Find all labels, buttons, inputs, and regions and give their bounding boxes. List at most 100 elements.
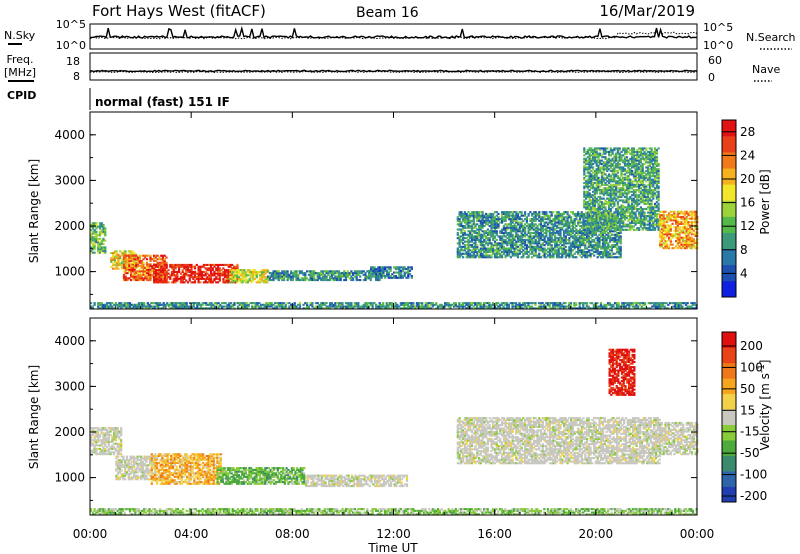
range-gate-cell: [622, 201, 625, 204]
range-gate-cell: [615, 216, 618, 219]
range-gate-cell: [646, 169, 650, 172]
range-gate-cell: [501, 214, 504, 217]
range-gate-cell: [236, 279, 239, 282]
range-gate-cell: [586, 227, 589, 230]
range-gate-cell: [465, 247, 468, 250]
range-gate-cell: [456, 231, 459, 234]
range-gate-cell: [162, 267, 165, 270]
range-gate-cell: [678, 236, 681, 239]
range-gate-cell: [652, 197, 655, 200]
range-gate-cell: [483, 247, 486, 250]
range-gate-cell: [566, 218, 569, 221]
range-gate-cell: [243, 270, 246, 273]
range-gate-cell: [515, 235, 518, 238]
range-gate-cell: [304, 273, 307, 276]
range-gate-cell: [499, 218, 502, 221]
range-gate-cell: [613, 157, 616, 160]
range-gate-cell: [673, 217, 676, 220]
range-gate-cell: [495, 238, 498, 241]
range-gate-cell: [595, 190, 598, 193]
range-gate-cell: [582, 252, 585, 255]
range-gate-cell: [646, 173, 650, 176]
range-gate-cell: [532, 223, 536, 226]
range-gate-cell: [638, 227, 641, 230]
range-gate-cell: [554, 242, 557, 245]
range-gate-cell: [611, 150, 614, 153]
range-gate-cell: [636, 168, 639, 171]
range-gate-cell: [401, 269, 404, 272]
range-gate-cell: [638, 159, 641, 162]
range-gate-cell: [593, 173, 596, 176]
range-gate-cell: [384, 268, 387, 271]
range-gate-cell: [232, 279, 235, 282]
range-gate-cell: [185, 279, 188, 282]
range-gate-cell: [555, 225, 559, 228]
range-gate-cell: [595, 221, 598, 224]
range-gate-cell: [509, 225, 512, 228]
range-gate-cell: [657, 204, 660, 207]
range-gate-cell: [511, 221, 514, 224]
range-gate-cell: [160, 281, 163, 284]
range-gate-cell: [609, 237, 612, 240]
range-gate-cell: [529, 247, 532, 250]
range-gate-cell: [629, 208, 632, 211]
range-gate-cell: [652, 178, 655, 181]
range-gate-cell: [112, 258, 115, 261]
range-gate-cell: [501, 247, 504, 250]
range-gate-cell: [660, 221, 663, 224]
range-gate-cell: [110, 252, 113, 255]
range-gate-cell: [511, 247, 514, 250]
range-gate-cell: [595, 175, 598, 178]
range-gate-cell: [158, 265, 161, 268]
range-gate-cell: [682, 229, 685, 232]
range-gate-cell: [588, 216, 591, 219]
range-gate-cell: [516, 256, 520, 259]
range-gate-cell: [479, 214, 482, 217]
range-gate-cell: [344, 272, 348, 275]
range-gate-cell: [641, 156, 644, 159]
range-gate-cell: [384, 275, 387, 278]
range-gate-cell: [122, 265, 126, 268]
range-gate-cell: [548, 242, 551, 245]
range-gate-cell: [620, 168, 623, 171]
range-gate-cell: [142, 270, 145, 273]
range-gate-cell: [636, 227, 639, 230]
range-gate-cell: [165, 263, 168, 266]
range-gate-cell: [515, 228, 518, 231]
range-gate-cell: [509, 233, 512, 236]
range-gate-cell: [209, 270, 213, 273]
range-gate-cell: [675, 228, 678, 231]
range-gate-cell: [671, 210, 674, 213]
range-gate-cell: [639, 182, 642, 185]
range-gate-cell: [570, 228, 573, 231]
range-gate-cell: [602, 215, 605, 218]
range-gate-cell: [115, 260, 118, 263]
range-gate-cell: [571, 231, 574, 234]
range-gate-cell: [153, 258, 156, 261]
range-gate-cell: [346, 272, 349, 275]
range-gate-cell: [615, 152, 618, 155]
range-gate-cell: [622, 194, 625, 197]
range-gate-cell: [605, 249, 608, 252]
range-gate-cell: [623, 211, 627, 214]
range-gate-cell: [552, 256, 555, 259]
range-gate-cell: [543, 254, 546, 257]
range-gate-cell: [368, 269, 371, 272]
range-gate-cell: [566, 231, 569, 234]
range-gate-cell: [648, 152, 651, 155]
range-gate-cell: [467, 254, 470, 257]
range-gate-cell: [539, 249, 543, 252]
range-gate-cell: [622, 204, 625, 207]
range-gate-cell: [261, 270, 264, 273]
range-gate-cell: [524, 231, 527, 234]
range-gate-cell: [622, 173, 625, 176]
range-gate-cell: [645, 216, 648, 219]
range-gate-cell: [479, 225, 482, 228]
range-gate-cell: [476, 251, 479, 254]
range-gate-cell: [590, 187, 593, 190]
range-gate-cell: [620, 192, 623, 195]
range-gate-cell: [648, 176, 651, 179]
range-gate-cell: [673, 219, 676, 222]
range-gate-cell: [481, 233, 484, 236]
range-gate-cell: [617, 226, 620, 229]
